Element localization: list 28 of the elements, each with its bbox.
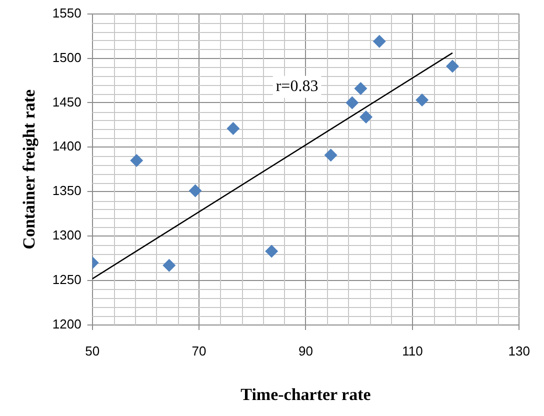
- point: [360, 110, 373, 124]
- x-tick-label: 50: [85, 343, 100, 358]
- point: [265, 244, 278, 258]
- y-tick-label: 1450: [52, 94, 82, 110]
- x-tick-label: 70: [192, 343, 206, 358]
- y-tick-label: 1350: [52, 183, 82, 198]
- y-tick-label: 1400: [52, 138, 82, 154]
- x-axis-title: Time-charter rate: [240, 385, 372, 404]
- point: [372, 34, 386, 48]
- point: [446, 60, 459, 73]
- point: [354, 82, 368, 95]
- annotation: r=0.83: [276, 78, 318, 96]
- x-tick-label: 110: [402, 343, 423, 358]
- x-tick-label: 90: [298, 343, 313, 358]
- point: [162, 258, 176, 272]
- y-tick-label: 1500: [52, 50, 82, 65]
- y-tick-label: 1300: [52, 228, 82, 243]
- x-tick-label: 130: [508, 343, 530, 358]
- y-tick-label: 1200: [52, 316, 82, 332]
- y-tick-label: 1550: [52, 5, 82, 20]
- y-tick-label: 1250: [52, 272, 82, 288]
- point: [130, 154, 144, 168]
- point: [324, 148, 338, 162]
- point: [346, 96, 359, 110]
- y-axis-title: Container freight rate: [20, 89, 39, 250]
- point: [416, 94, 429, 107]
- point: [226, 122, 240, 135]
- point: [188, 184, 202, 198]
